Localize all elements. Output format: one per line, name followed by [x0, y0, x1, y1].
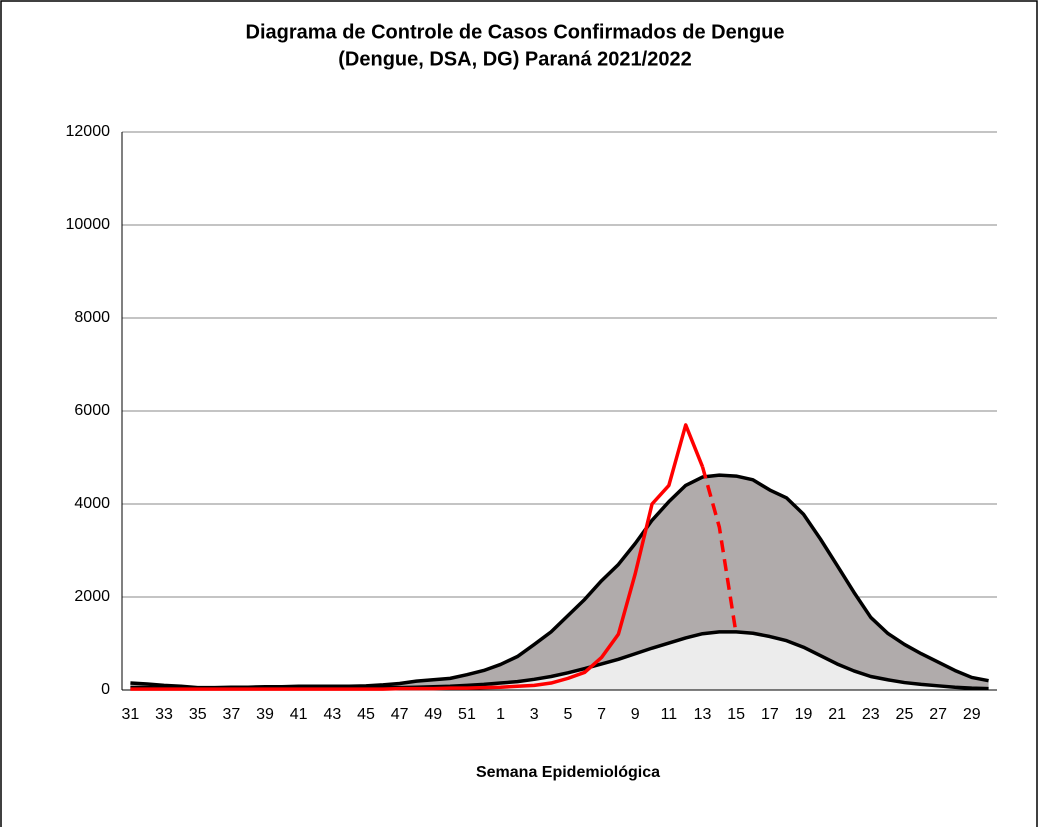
line [130, 423, 705, 691]
x-tick-label: 27 [929, 706, 947, 723]
area [130, 631, 989, 690]
chart-title: (Dengue, DSA, DG) Paraná 2021/2022 [338, 48, 691, 70]
x-tick-label: 21 [828, 706, 846, 723]
x-tick-label: 45 [357, 706, 375, 723]
y-tick-label: 2000 [74, 588, 110, 605]
line [700, 466, 738, 635]
x-tick-label: 41 [290, 706, 308, 723]
x-tick-label: 15 [727, 706, 745, 723]
x-tick-label: 43 [323, 706, 341, 723]
x-tick-label: 25 [896, 706, 914, 723]
x-tick-label: 37 [222, 706, 240, 723]
line [130, 473, 989, 690]
x-axis-title: Semana Epidemiológica [476, 764, 660, 781]
area [130, 475, 989, 690]
y-tick-label: 10000 [66, 216, 111, 233]
x-tick-label: 23 [862, 706, 880, 723]
y-tick-label: 8000 [74, 309, 110, 326]
x-tick-label: 7 [597, 706, 606, 723]
x-tick-label: 47 [391, 706, 409, 723]
x-tick-label: 5 [563, 706, 572, 723]
x-tick-label: 3 [530, 706, 539, 723]
x-tick-label: 29 [963, 706, 981, 723]
y-tick-label: 4000 [74, 495, 110, 512]
x-tick-label: 17 [761, 706, 779, 723]
x-tick-label: 11 [661, 706, 678, 723]
x-tick-label: 31 [122, 706, 140, 723]
x-tick-label: 13 [694, 706, 712, 723]
chart-title: Diagrama de Controle de Casos Confirmado… [246, 21, 785, 43]
y-tick-label: 0 [101, 681, 110, 698]
y-tick-label: 6000 [74, 402, 110, 419]
x-tick-label: 33 [155, 706, 173, 723]
x-tick-label: 49 [424, 706, 442, 723]
x-tick-label: 19 [795, 706, 813, 723]
x-tick-label: 1 [496, 706, 505, 723]
y-tick-label: 12000 [66, 123, 111, 140]
x-tick-label: 9 [631, 706, 640, 723]
x-tick-label: 39 [256, 706, 274, 723]
x-tick-label: 35 [189, 706, 207, 723]
x-tick-label: 51 [458, 706, 476, 723]
